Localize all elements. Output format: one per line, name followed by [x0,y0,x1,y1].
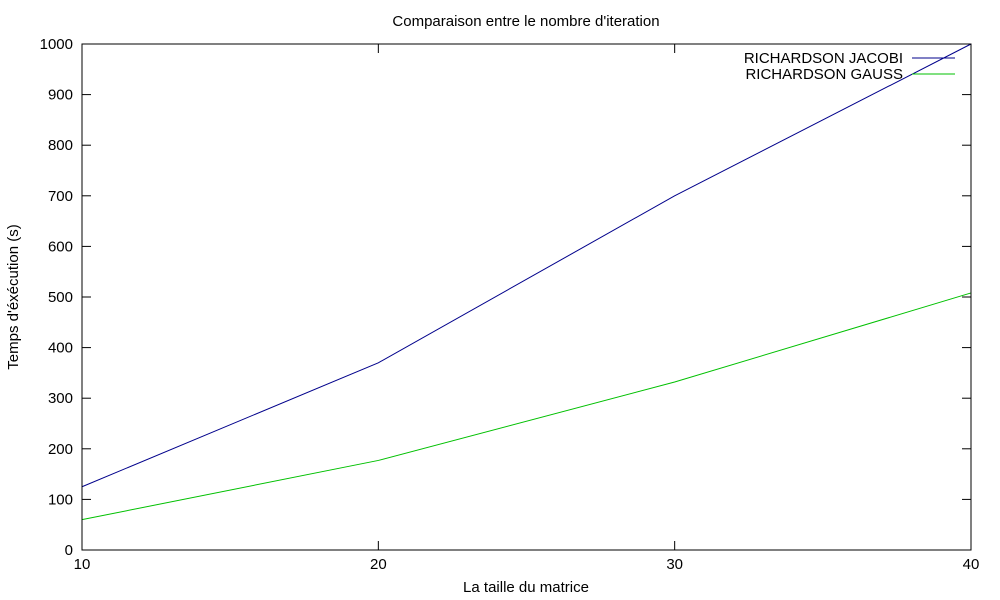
y-tick-label: 900 [48,87,73,104]
y-axis-label: Temps d'éxécution (s) [5,224,22,369]
legend-label-richardson-gauss: RICHARDSON GAUSS [745,66,903,83]
y-tick-label: 0 [65,542,73,559]
data-series [81,43,972,521]
series-line-richardson-jacobi [81,43,972,488]
x-axis-label: La taille du matrice [463,579,589,596]
x-tick-label: 20 [370,556,387,573]
y-tick-label: 400 [48,340,73,357]
x-tick-label: 40 [963,556,980,573]
y-tick-label: 300 [48,390,73,407]
x-tick-label: 10 [74,556,91,573]
y-tick-label: 1000 [40,36,73,53]
series-line-richardson-gauss [81,292,972,521]
y-tick-label: 600 [48,238,73,255]
plot-border [81,43,972,551]
chart-title: Comparaison entre le nombre d'iteration [392,13,659,30]
y-tick-label: 500 [48,289,73,306]
axis-tick-labels: 0 100 200 300 400 500 600 700 800 900 1000 10 20 30 40 [40,36,980,573]
y-tick-label: 200 [48,441,73,458]
x-tick-label: 30 [666,556,683,573]
y-tick-label: 100 [48,491,73,508]
y-tick-label: 800 [48,137,73,154]
legend-label-richardson-jacobi: RICHARDSON JACOBI [744,50,903,67]
y-tick-label: 700 [48,188,73,205]
